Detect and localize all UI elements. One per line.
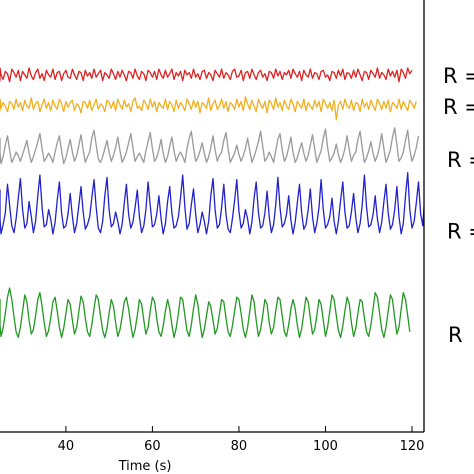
series-line-3: [0, 127, 420, 165]
series-layer: [0, 67, 425, 339]
x-axis-ticks: 40 60 80 100 120: [58, 426, 425, 454]
r-label-3: R =: [447, 148, 474, 172]
r-label-2: R =: [443, 95, 474, 119]
r-label-1: R =: [443, 64, 474, 88]
x-tick-label-120: 120: [400, 439, 425, 454]
x-tick-label-80: 80: [231, 439, 248, 454]
r-labels: R = R = R = R = R: [443, 64, 474, 347]
r-label-5: R: [448, 323, 463, 347]
series-line-1: [0, 67, 413, 83]
x-tick-label-60: 60: [144, 439, 161, 454]
series-line-2: [0, 96, 417, 121]
x-tick-label-100: 100: [313, 439, 338, 454]
x-axis-label: Time (s): [118, 459, 172, 474]
series-line-5: [0, 287, 411, 339]
series-line-4: [0, 172, 425, 235]
x-tick-label-40: 40: [58, 439, 75, 454]
r-label-4: R =: [447, 219, 474, 243]
